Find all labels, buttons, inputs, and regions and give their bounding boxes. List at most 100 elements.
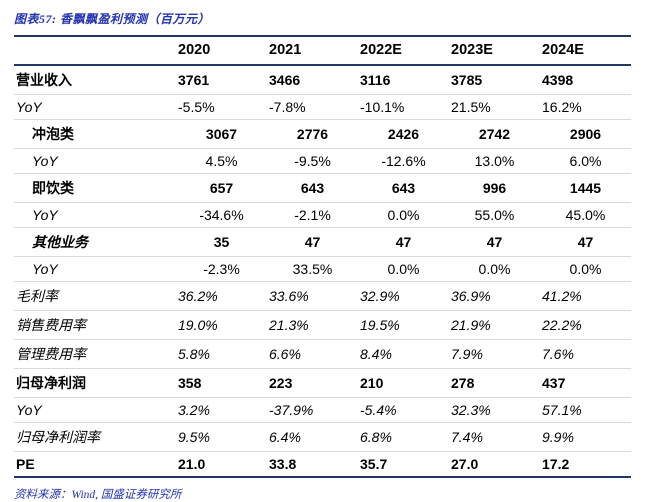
cell-value: 27.0 xyxy=(449,451,540,478)
cell-value: 643 xyxy=(358,173,449,203)
table-row: 毛利率 36.2% 33.6% 32.9% 36.9% 41.2% xyxy=(14,281,631,311)
cell-value: 36.2% xyxy=(176,281,267,311)
cell-value: 3785 xyxy=(449,65,540,95)
row-label: 销售费用率 xyxy=(14,310,176,340)
table-body: 营业收入 3761 3466 3116 3785 4398 YoY -5.5% -7.8% -10… xyxy=(14,65,631,478)
cell-value: -5.5% xyxy=(176,94,267,120)
row-label: 毛利率 xyxy=(14,281,176,311)
cell-value: -5.4% xyxy=(358,397,449,423)
row-label: 管理费用率 xyxy=(14,339,176,369)
cell-value: 47 xyxy=(449,227,540,257)
row-label: 归母净利润 xyxy=(14,368,176,398)
row-label: 其他业务 xyxy=(14,227,176,257)
cell-value: 996 xyxy=(449,173,540,203)
cell-value: 2426 xyxy=(358,119,449,149)
cell-value: 3761 xyxy=(176,65,267,95)
table-row: 管理费用率 5.8% 6.6% 8.4% 7.9% 7.6% xyxy=(14,339,631,369)
cell-value: 8.4% xyxy=(358,339,449,369)
cell-value: 657 xyxy=(176,173,267,203)
cell-value: 21.3% xyxy=(267,310,358,340)
cell-value: -7.8% xyxy=(267,94,358,120)
year-column-header: 2021 xyxy=(267,35,358,66)
cell-value: 3067 xyxy=(176,119,267,149)
row-label: 即饮类 xyxy=(14,173,176,203)
cell-value: 21.0 xyxy=(176,451,267,478)
cell-value: -10.1% xyxy=(358,94,449,120)
cell-value: 643 xyxy=(267,173,358,203)
cell-value: 35 xyxy=(176,227,267,257)
table-row: 营业收入 3761 3466 3116 3785 4398 xyxy=(14,65,631,95)
cell-value: 358 xyxy=(176,368,267,398)
cell-value: 17.2 xyxy=(540,451,631,478)
cell-value: 33.6% xyxy=(267,281,358,311)
cell-value: 6.4% xyxy=(267,422,358,452)
cell-value: 4398 xyxy=(540,65,631,95)
cell-value: 4.5% xyxy=(176,148,267,174)
cell-value: 13.0% xyxy=(449,148,540,174)
cell-value: 7.4% xyxy=(449,422,540,452)
table-row: PE 21.0 33.8 35.7 27.0 17.2 xyxy=(14,451,631,478)
table-row: 冲泡类 3067 2776 2426 2742 2906 xyxy=(14,119,631,149)
row-label: 归母净利润率 xyxy=(14,422,176,452)
cell-value: 6.6% xyxy=(267,339,358,369)
cell-value: 16.2% xyxy=(540,94,631,120)
cell-value: 0.0% xyxy=(540,256,631,282)
cell-value: 7.9% xyxy=(449,339,540,369)
cell-value: 0.0% xyxy=(449,256,540,282)
cell-value: 47 xyxy=(358,227,449,257)
table-row: YoY -34.6% -2.1% 0.0% 55.0% 45.0% xyxy=(14,202,631,228)
cell-value: 55.0% xyxy=(449,202,540,228)
cell-value: 47 xyxy=(267,227,358,257)
table-row: 即饮类 657 643 643 996 1445 xyxy=(14,173,631,203)
cell-value: 47 xyxy=(540,227,631,257)
table-row: 归母净利润 358 223 210 278 437 xyxy=(14,368,631,398)
cell-value: 3.2% xyxy=(176,397,267,423)
row-label: YoY xyxy=(14,202,176,228)
cell-value: 278 xyxy=(449,368,540,398)
year-column-header: 2020 xyxy=(176,35,267,66)
cell-value: 9.9% xyxy=(540,422,631,452)
cell-value: 6.0% xyxy=(540,148,631,174)
table-header-row: 2020 2021 2022E 2023E 2024E xyxy=(14,35,631,66)
row-label: YoY xyxy=(14,94,176,120)
table-row: 归母净利润率 9.5% 6.4% 6.8% 7.4% 9.9% xyxy=(14,422,631,452)
cell-value: 32.3% xyxy=(449,397,540,423)
table-row: YoY 4.5% -9.5% -12.6% 13.0% 6.0% xyxy=(14,148,631,174)
year-column-header: 2023E xyxy=(449,35,540,66)
cell-value: 2742 xyxy=(449,119,540,149)
row-label: YoY xyxy=(14,148,176,174)
cell-value: 35.7 xyxy=(358,451,449,478)
cell-value: 437 xyxy=(540,368,631,398)
row-label: 营业收入 xyxy=(14,65,176,95)
cell-value: 3116 xyxy=(358,65,449,95)
profit-forecast-table: 2020 2021 2022E 2023E 2024E 营业收入 3761 3466 3116… xyxy=(14,35,631,478)
cell-value: 21.5% xyxy=(449,94,540,120)
row-label: PE xyxy=(14,451,176,478)
cell-value: 33.8 xyxy=(267,451,358,478)
cell-value: -37.9% xyxy=(267,397,358,423)
cell-value: 1445 xyxy=(540,173,631,203)
row-label-header xyxy=(14,35,176,66)
cell-value: 2776 xyxy=(267,119,358,149)
cell-value: 2906 xyxy=(540,119,631,149)
source-note: 资料来源：Wind, 国盛证券研究所 xyxy=(14,489,182,501)
cell-value: 223 xyxy=(267,368,358,398)
cell-value: 36.9% xyxy=(449,281,540,311)
year-column-header: 2024E xyxy=(540,35,631,66)
cell-value: -2.3% xyxy=(176,256,267,282)
table-row: YoY -5.5% -7.8% -10.1% 21.5% 16.2% xyxy=(14,94,631,120)
cell-value: 3466 xyxy=(267,65,358,95)
row-label: 冲泡类 xyxy=(14,119,176,149)
cell-value: -9.5% xyxy=(267,148,358,174)
cell-value: 5.8% xyxy=(176,339,267,369)
cell-value: 19.0% xyxy=(176,310,267,340)
cell-value: -2.1% xyxy=(267,202,358,228)
cell-value: 32.9% xyxy=(358,281,449,311)
cell-value: 9.5% xyxy=(176,422,267,452)
cell-value: 21.9% xyxy=(449,310,540,340)
row-label: YoY xyxy=(14,397,176,423)
cell-value: 0.0% xyxy=(358,256,449,282)
cell-value: -34.6% xyxy=(176,202,267,228)
table-row: 其他业务 35 47 47 47 47 xyxy=(14,227,631,257)
